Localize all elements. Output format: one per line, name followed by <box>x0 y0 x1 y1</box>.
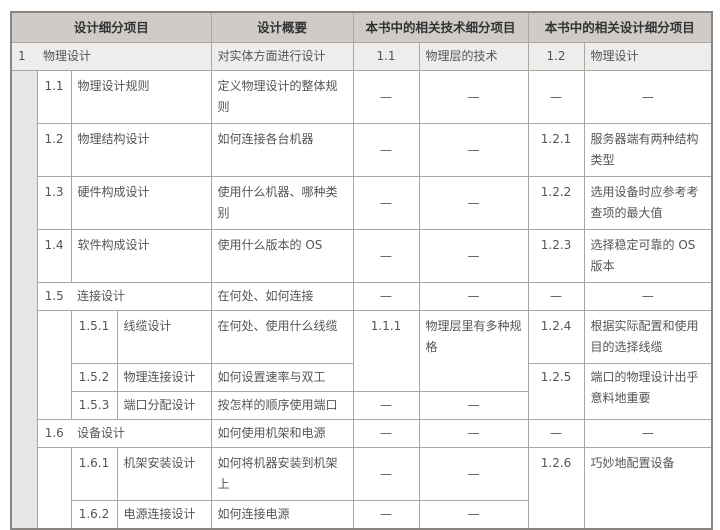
item-name: 软件构成设计 <box>70 229 212 283</box>
dash: — <box>418 282 529 311</box>
design-num: 1.2.5 <box>527 363 585 420</box>
design-desc: 服务器端有两种结构类型 <box>583 123 713 177</box>
indent-cell <box>36 447 72 530</box>
dash: — <box>527 282 585 311</box>
overview: 按怎样的顺序使用端口 <box>210 391 354 420</box>
table-row: 1.4 软件构成设计 使用什么版本的 OS — — 1.2.3 选择稳定可靠的 … <box>11 229 713 283</box>
header-tech: 本书中的相关技术细分项目 <box>352 11 529 43</box>
item-num: 1.5.3 <box>70 391 118 420</box>
dash: — <box>352 391 420 420</box>
dash: — <box>418 229 529 283</box>
table-row: 1.5.1 线缆设计 在何处、使用什么线缆 1.1.1 物理层里有多种规格 1.… <box>11 310 713 420</box>
item-num: 1.6.2 <box>70 500 118 530</box>
overview: 如何设置速率与双工 <box>210 363 354 392</box>
dash: — <box>352 447 420 501</box>
dash: — <box>352 500 420 530</box>
item-name: 端口分配设计 <box>116 391 212 420</box>
table-row: 1.5.2 物理连接设计 如何设置速率与双工 1.2.5 端口的物理设计出乎意料… <box>11 363 713 420</box>
design-num: 1.2.1 <box>527 123 585 177</box>
table-row: 1.2 物理结构设计 如何连接各台机器 — — 1.2.1 服务器端有两种结构类… <box>11 123 713 177</box>
table-row: 1 物理设计 对实体方面进行设计 1.1 物理层的技术 1.2 物理设计 <box>10 42 713 71</box>
design-num: 1.2.2 <box>527 176 585 230</box>
dash: — <box>527 70 585 124</box>
tech-num: 1.1.1 <box>352 310 420 392</box>
table-row: 1.6.1 机架安装设计 如何将机器安装到机架上 — — 1.2.6 巧妙地配置… <box>11 447 713 530</box>
design-num: 1.2.4 <box>527 310 585 364</box>
design-num: 1.2.6 <box>527 447 585 530</box>
overview: 如何使用机架和电源 <box>210 419 354 448</box>
table-row: 1.3 硬件构成设计 使用什么机器、哪种类别 — — 1.2.2 选用设备时应参… <box>11 176 713 230</box>
design-desc: 选用设备时应参考考查项的最大值 <box>583 176 713 230</box>
dash: — <box>352 419 420 448</box>
dash: — <box>583 70 713 124</box>
item-name: 电源连接设计 <box>116 500 212 530</box>
dash: — <box>418 176 529 230</box>
item-name: 设备设计 <box>71 419 212 448</box>
overview: 使用什么机器、哪种类别 <box>210 176 354 230</box>
item-name: 线缆设计 <box>116 310 212 364</box>
item-name: 机架安装设计 <box>116 447 212 501</box>
design-desc: 选择稳定可靠的 OS 版本 <box>583 229 713 283</box>
table-row: 1.5 连接设计 在何处、如何连接 — — — — <box>11 282 713 311</box>
item-name: 物理设计 <box>37 42 212 71</box>
dash: — <box>352 123 420 177</box>
item-num: 1.5 <box>36 282 71 311</box>
item-num: 1.2 <box>36 123 72 177</box>
design-num: 1.2.3 <box>527 229 585 283</box>
table-row: 1.6 设备设计 如何使用机架和电源 — — — — <box>11 419 713 448</box>
dash: — <box>418 500 529 530</box>
dash: — <box>527 419 585 448</box>
header-items: 设计细分项目 <box>10 11 212 43</box>
header-design: 本书中的相关设计细分项目 <box>527 11 713 43</box>
item-name: 连接设计 <box>71 282 212 311</box>
dash: — <box>418 447 529 501</box>
tech-desc: 物理层的技术 <box>418 42 529 71</box>
overview: 定义物理设计的整体规则 <box>210 70 354 124</box>
design-items-table: 设计细分项目 设计概要 本书中的相关技术细分项目 本书中的相关设计细分项目 1 … <box>10 11 714 530</box>
design-desc: 端口的物理设计出乎意料地重要 <box>583 363 713 420</box>
item-num: 1.1 <box>36 70 72 124</box>
overview: 对实体方面进行设计 <box>210 42 354 71</box>
dash: — <box>352 229 420 283</box>
overview: 在何处、如何连接 <box>210 282 354 311</box>
item-num: 1.5.2 <box>70 363 118 392</box>
dash: — <box>418 391 529 420</box>
item-name: 物理结构设计 <box>70 123 212 177</box>
item-num: 1.3 <box>36 176 72 230</box>
dash: — <box>418 419 529 448</box>
header-row: 设计细分项目 设计概要 本书中的相关技术细分项目 本书中的相关设计细分项目 <box>10 11 713 43</box>
indent-cell <box>36 310 72 420</box>
overview: 如何将机器安装到机架上 <box>210 447 354 501</box>
dash: — <box>583 419 713 448</box>
design-desc: 根据实际配置和使用目的选择线缆 <box>583 310 713 364</box>
overview: 使用什么版本的 OS <box>210 229 354 283</box>
overview: 如何连接电源 <box>210 500 354 530</box>
dash: — <box>352 282 420 311</box>
overview: 如何连接各台机器 <box>210 123 354 177</box>
dash: — <box>352 176 420 230</box>
item-name: 物理连接设计 <box>116 363 212 392</box>
table-row: 1.1 物理设计规则 定义物理设计的整体规则 — — — — <box>10 70 713 530</box>
design-num: 1.2 <box>527 42 585 71</box>
dash: — <box>418 123 529 177</box>
design-desc: 巧妙地配置设备 <box>583 447 713 530</box>
item-num: 1.5.1 <box>70 310 118 364</box>
item-num: 1 <box>10 42 37 71</box>
dash: — <box>583 282 713 311</box>
tech-desc: 物理层里有多种规格 <box>418 310 529 392</box>
overview: 在何处、使用什么线缆 <box>210 310 354 364</box>
header-overview: 设计概要 <box>210 11 354 43</box>
dash: — <box>418 70 529 124</box>
item-name: 物理设计规则 <box>70 70 212 124</box>
dash: — <box>352 70 420 124</box>
item-num: 1.6 <box>36 419 71 448</box>
tech-num: 1.1 <box>352 42 420 71</box>
indent-cell <box>10 70 38 530</box>
item-num: 1.6.1 <box>70 447 118 501</box>
item-name: 硬件构成设计 <box>70 176 212 230</box>
design-desc: 物理设计 <box>583 42 713 71</box>
item-num: 1.4 <box>36 229 72 283</box>
